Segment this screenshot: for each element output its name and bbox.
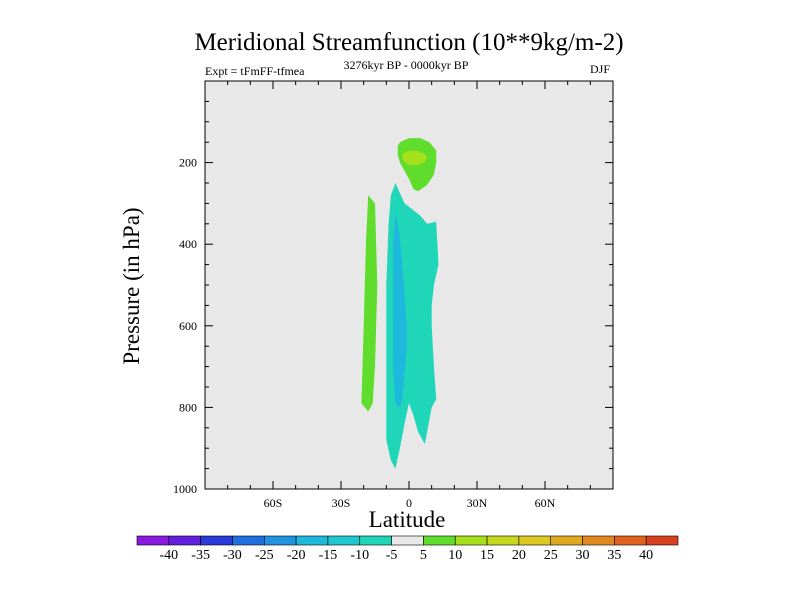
x-tick-label: 30N <box>467 496 488 510</box>
colorbar-swatch <box>486 535 520 546</box>
colorbar-label: 15 <box>480 548 494 563</box>
y-axis-title: Pressure (in hPa) <box>119 207 144 364</box>
colorbar-swatch <box>550 535 583 546</box>
chart-title: Meridional Streamfunction (10**9kg/m-2) <box>194 29 623 56</box>
x-axis-ticks: 60S 30S 0 30N 60N <box>264 81 556 510</box>
minor-ticks <box>205 81 613 489</box>
contour-regions <box>361 138 439 469</box>
colorbar-label: 10 <box>448 548 462 563</box>
colorbar-label: 25 <box>544 548 558 563</box>
x-tick-label: 30S <box>332 496 351 510</box>
subtitle-right: DJF <box>590 62 610 76</box>
colorbar-label: -30 <box>223 548 242 563</box>
colorbar-label: -35 <box>191 548 210 563</box>
colorbar-label: 20 <box>512 548 526 563</box>
colorbar-swatch <box>295 535 329 546</box>
colorbar-swatch <box>391 535 424 546</box>
colorbar-swatch <box>263 535 297 546</box>
region-upper-positive-core <box>402 150 428 165</box>
y-tick-label: 800 <box>179 400 197 414</box>
colorbar-swatch <box>327 535 361 546</box>
colorbar-swatch <box>168 535 201 546</box>
colorbar-swatch <box>136 535 170 546</box>
colorbar-label: -10 <box>350 548 369 563</box>
colorbar-label: 40 <box>639 548 653 563</box>
region-eq-negative-core <box>393 211 407 408</box>
y-tick-label: 400 <box>179 237 197 251</box>
y-axis-ticks: 200 400 600 800 1000 <box>173 156 613 496</box>
y-tick-label: 600 <box>179 319 197 333</box>
colorbar: -40 -35 -30 -25 -20 -15 -10 -5 5 10 15 20 25 30 35 40 <box>136 535 679 563</box>
subtitle-center: 3276kyr BP - 0000kyr BP <box>344 58 469 72</box>
colorbar-swatch <box>454 535 488 546</box>
colorbar-swatch <box>518 535 552 546</box>
colorbar-swatch <box>200 535 233 546</box>
colorbar-swatch <box>232 535 265 546</box>
colorbar-label: -15 <box>319 548 338 563</box>
colorbar-swatch <box>582 535 615 546</box>
colorbar-label: 5 <box>420 548 427 563</box>
y-tick-label: 1000 <box>173 482 197 496</box>
x-tick-label: 60N <box>535 496 556 510</box>
y-tick-label: 200 <box>179 156 197 170</box>
colorbar-label: 30 <box>576 548 590 563</box>
colorbar-label: 35 <box>607 548 621 563</box>
x-axis-title: Latitude <box>369 507 446 532</box>
colorbar-swatch <box>423 535 456 546</box>
colorbar-label: -20 <box>287 548 306 563</box>
colorbar-label: -40 <box>159 548 178 563</box>
subtitle-left: Expt = tFmFF-tfmea <box>205 64 305 78</box>
colorbar-label: -5 <box>386 548 398 563</box>
colorbar-swatch <box>645 535 679 546</box>
colorbar-label: -25 <box>255 548 274 563</box>
x-tick-label: 60S <box>264 496 283 510</box>
region-sh-positive-band <box>361 195 378 412</box>
colorbar-swatch <box>359 535 392 546</box>
colorbar-swatch <box>614 535 647 546</box>
x-tick-label: 0 <box>406 496 412 510</box>
